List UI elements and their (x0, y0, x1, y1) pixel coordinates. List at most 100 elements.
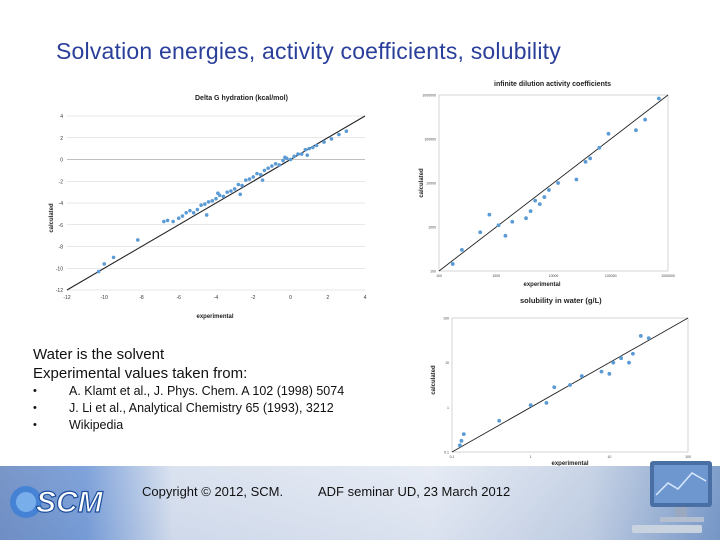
chart2-point (574, 177, 579, 182)
chart1-point (214, 196, 218, 201)
chart1-point (111, 255, 116, 260)
chart3-point (459, 438, 464, 443)
reference-item: Wikipedia (33, 417, 413, 434)
footer-event: ADF seminar UD, 23 March 2012 (318, 484, 511, 499)
chart2-fit-line (438, 94, 669, 272)
chart2-ytick: 1000 (428, 226, 436, 230)
chart1-point (273, 162, 278, 166)
chart2-ytick: 1000000 (422, 94, 436, 98)
chart3-point (631, 351, 635, 356)
chart1-xtick: 4 (364, 295, 367, 301)
chart2-point (537, 202, 542, 207)
chart3-xlabel: experimental (551, 461, 588, 467)
chart1-ytick: -4 (59, 201, 64, 207)
chart1-ytick: 4 (60, 114, 63, 120)
chart1-point (204, 213, 209, 217)
chart1-point (180, 214, 185, 218)
chart3-xtick: 0.1 (450, 455, 455, 459)
chart1-point (277, 163, 282, 167)
chart1-point (221, 194, 226, 199)
reference-item: A. Klamt et al., J. Phys. Chem. A 102 (1… (33, 383, 413, 400)
chart2-point (510, 219, 515, 224)
chart1-point (255, 171, 259, 176)
chart2-ytick: 100 (430, 270, 436, 274)
chart1-point (191, 210, 196, 215)
chart1-point (270, 164, 274, 168)
chart1-point (283, 155, 287, 160)
chart2-frame (438, 94, 669, 272)
chart3-point (457, 443, 462, 448)
chart3-point (461, 432, 466, 437)
chart1-ytick: -12 (56, 288, 63, 294)
chart2-point (503, 233, 508, 238)
chart1-point (96, 269, 101, 274)
chart1-point (238, 192, 243, 197)
chart1-point (236, 182, 241, 187)
chart3-point (638, 333, 643, 338)
chart3-point (544, 400, 549, 405)
chart1-xtick: 0 (289, 295, 292, 301)
reference-list: A. Klamt et al., J. Phys. Chem. A 102 (1… (33, 383, 413, 434)
chart1-ytick: 0 (60, 158, 63, 164)
computer-monitor-decoration (632, 461, 712, 533)
chart1-point (296, 152, 300, 156)
chart2-point (547, 188, 551, 192)
footer-bar (0, 466, 720, 540)
chart1-point (262, 168, 267, 173)
chart2-point (588, 156, 593, 161)
chart1-point (337, 132, 341, 137)
chart3-point (552, 385, 557, 390)
chart1-point (203, 202, 207, 206)
chart3-ytick: 1 (447, 406, 449, 410)
chart1-xlabel: experimental (196, 314, 233, 320)
chart1-point (266, 166, 270, 170)
chart1-point (210, 199, 215, 203)
chart1-ytick: 2 (60, 136, 63, 142)
footer-gradient (0, 466, 720, 540)
chart3-point (627, 360, 631, 365)
chart1-xtick: -4 (214, 295, 219, 301)
notes-line-solvent: Water is the solvent (33, 346, 165, 363)
chart3-ytick: 10 (445, 361, 449, 365)
chart1-point (305, 153, 310, 157)
chart1-point (195, 207, 200, 212)
chart1-point (314, 143, 319, 148)
chart1-point (188, 208, 192, 213)
chart1-point (171, 219, 175, 224)
footer-copyright: Copyright © 2012, SCM. (142, 484, 284, 499)
chart3-title: solubility in water (g/L) (520, 296, 602, 305)
chart2-point (606, 131, 611, 136)
chart2-ytick: 10000 (426, 182, 436, 186)
chart1-point (329, 137, 334, 141)
chart-activity-coefficients: infinite dilution activity coefficients … (412, 78, 682, 288)
chart2-point (450, 262, 455, 266)
chart3-point (497, 418, 502, 423)
chart3-point (599, 369, 604, 374)
scm-logo: SCM (10, 485, 104, 520)
chart1-ytick: -8 (59, 245, 64, 251)
chart3-ytick: 100 (443, 317, 449, 321)
chart2-xtick: 100000 (605, 274, 617, 278)
chart1-point (162, 219, 166, 224)
chart2-point (583, 159, 588, 164)
chart2-point (634, 128, 638, 133)
chart1-point (251, 175, 256, 179)
chart2-xtick: 10000 (549, 274, 559, 278)
chart3-point (619, 356, 624, 361)
chart1-point (322, 140, 326, 144)
chart3-ytick: 0.1 (444, 451, 449, 455)
chart1-point (165, 218, 170, 223)
chart1-point (258, 172, 263, 177)
chart1-point (288, 157, 293, 162)
chart1-point (229, 189, 233, 193)
chart-solubility: solubility in water (g/L) calculated exp… (420, 290, 692, 470)
chart1-point (232, 187, 237, 191)
scm-logo-text: SCM (36, 486, 104, 519)
chart2-ylabel: calculated (419, 168, 425, 198)
notes-line-sources: Experimental values taken from: (33, 365, 248, 382)
chart2-point (643, 117, 647, 122)
chart1-xtick: -10 (101, 295, 108, 301)
chart2-xtick: 1000000 (661, 274, 675, 278)
chart3-xtick: 1 (530, 455, 532, 459)
slide-title: Solvation energies, activity coefficient… (56, 38, 561, 64)
